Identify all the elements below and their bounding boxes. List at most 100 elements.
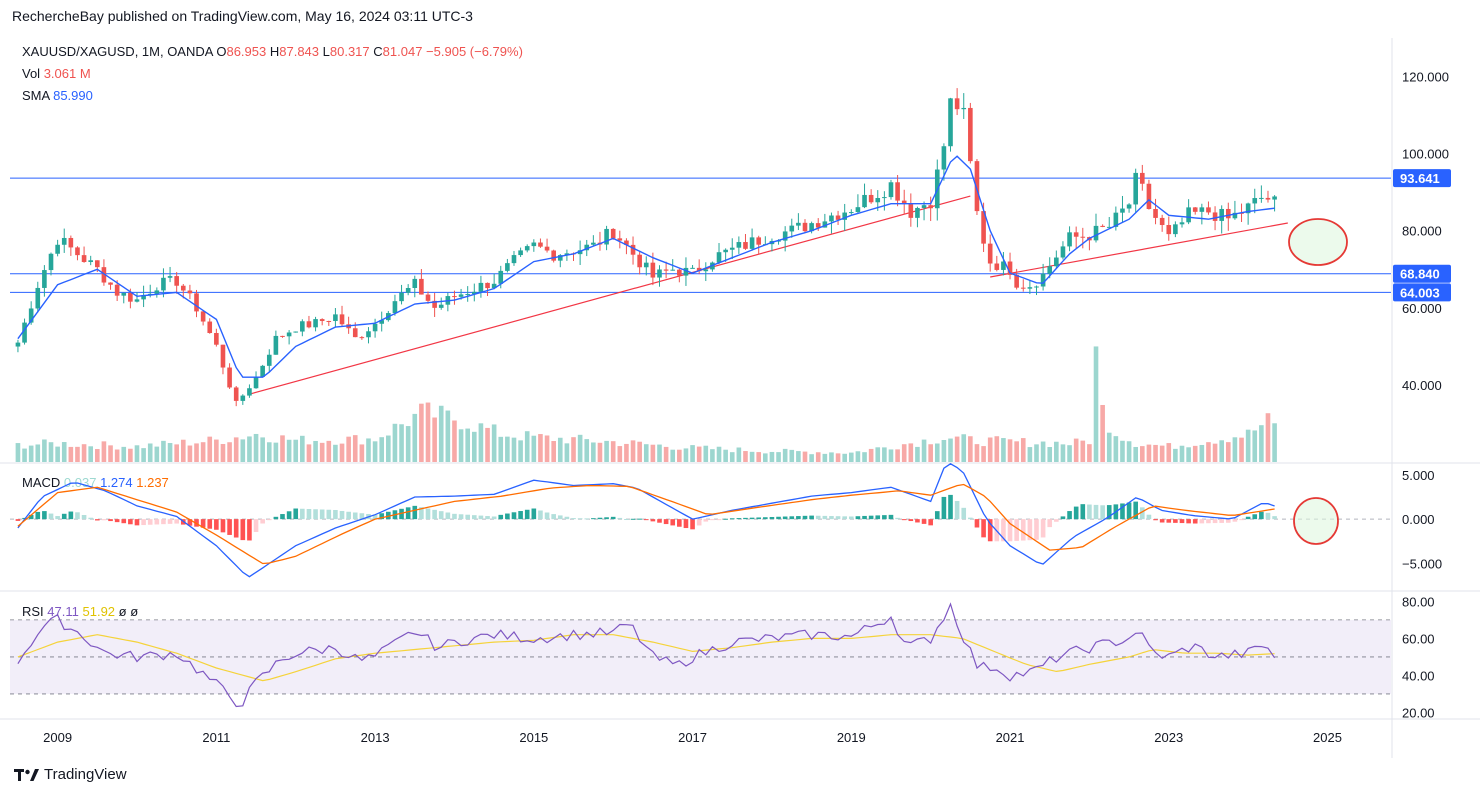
open-value: 86.953 xyxy=(226,44,267,59)
candle xyxy=(1153,198,1158,225)
candle-body xyxy=(1060,246,1066,258)
candle-body xyxy=(392,301,398,314)
candle-body xyxy=(253,376,259,389)
volume-bar xyxy=(1265,413,1271,462)
candle-body xyxy=(48,253,54,271)
volume-bar xyxy=(386,435,391,462)
volume-bar xyxy=(425,402,431,462)
candle-body xyxy=(498,270,504,284)
candle xyxy=(729,238,735,260)
candle-body xyxy=(35,287,41,309)
candle xyxy=(584,239,590,257)
tradingview-footer[interactable]: TradingView xyxy=(14,766,127,783)
macd-histogram-bar xyxy=(94,519,100,521)
volume-label[interactable]: Vol xyxy=(22,66,41,81)
candle-body xyxy=(207,321,213,334)
candle-body xyxy=(948,98,953,147)
candle-body xyxy=(280,335,285,337)
macd-histogram-bar xyxy=(154,519,160,525)
macd-histogram-bar xyxy=(61,513,67,520)
candle-body xyxy=(1007,261,1013,275)
macd-label[interactable]: MACD xyxy=(22,475,61,490)
volume-bar xyxy=(22,448,27,462)
candle xyxy=(227,363,232,389)
candle xyxy=(1054,250,1059,270)
candle xyxy=(399,284,404,305)
macd-histogram-bar xyxy=(1087,504,1092,520)
macd-histogram-bar xyxy=(147,519,153,525)
macd-histogram-bar xyxy=(465,514,470,520)
candle xyxy=(921,201,927,221)
volume-bar xyxy=(511,437,517,462)
macd-histogram-bar xyxy=(829,516,834,520)
rsi-value: 47.11 xyxy=(47,604,79,619)
volume-bar xyxy=(240,439,246,462)
volume-bar xyxy=(1040,441,1046,462)
volume-bar xyxy=(306,444,312,462)
volume-bar xyxy=(1073,438,1079,462)
macd-histogram-bar xyxy=(782,516,788,520)
candle xyxy=(147,284,153,298)
candle xyxy=(987,234,993,272)
volume-bar xyxy=(710,449,715,462)
volume-bar xyxy=(1080,440,1086,462)
sma-label[interactable]: SMA xyxy=(22,88,50,103)
rsi-pane xyxy=(10,602,1391,708)
candle xyxy=(1252,188,1258,214)
symbol-name[interactable]: XAUUSD/XAGUSD, 1M, OANDA xyxy=(22,44,213,59)
macd-histogram-bar xyxy=(227,519,232,535)
candle-body xyxy=(187,290,193,294)
volume-bar xyxy=(174,444,179,462)
candle xyxy=(577,240,583,265)
candle-body xyxy=(531,242,537,247)
rsi-label[interactable]: RSI xyxy=(22,604,44,619)
macd-histogram-bar xyxy=(260,519,265,524)
candle-body xyxy=(293,331,299,333)
candle xyxy=(1093,213,1099,243)
candle xyxy=(471,283,477,302)
time-axis-tick: 2019 xyxy=(837,730,866,745)
macd-histogram-bar xyxy=(1073,506,1079,520)
candle xyxy=(749,228,755,251)
price-axis-tick: 60.000 xyxy=(1402,301,1442,316)
volume-bar xyxy=(1232,437,1238,462)
macd-histogram-bar xyxy=(1040,519,1046,538)
candle xyxy=(247,384,252,398)
candle xyxy=(240,394,246,405)
macd-histogram-bar xyxy=(703,519,709,522)
volume-bar xyxy=(1126,441,1132,462)
macd-histogram-bar xyxy=(1034,519,1039,540)
candle xyxy=(650,252,656,286)
volume-bar xyxy=(1199,444,1205,462)
volume-bar xyxy=(194,443,199,462)
candle xyxy=(313,316,318,332)
candle-body xyxy=(399,292,404,302)
macd-histogram-bar xyxy=(326,509,332,520)
time-axis-tick: 2021 xyxy=(996,730,1025,745)
candle xyxy=(419,269,424,295)
candle xyxy=(1080,227,1086,249)
candle-body xyxy=(260,365,265,377)
macd-histogram-bar xyxy=(1106,505,1112,520)
volume-bar xyxy=(815,452,821,462)
candle-body xyxy=(577,250,583,255)
volume-bar xyxy=(1087,444,1092,462)
volume-bar xyxy=(200,442,206,462)
volume-bar xyxy=(769,451,775,462)
volume-bar xyxy=(1153,444,1158,462)
candle xyxy=(855,194,861,214)
candle xyxy=(452,290,457,305)
volume-bar xyxy=(326,440,332,462)
candle xyxy=(121,292,127,304)
macd-histogram-bar xyxy=(412,505,418,520)
macd-histogram-bar xyxy=(432,509,437,520)
volume-bar xyxy=(214,439,219,462)
volume-bar xyxy=(286,439,292,462)
candle xyxy=(895,174,900,207)
candle xyxy=(1126,203,1132,213)
candle xyxy=(591,235,596,247)
candle-body xyxy=(511,255,517,264)
candle xyxy=(372,318,378,338)
volume-bar xyxy=(994,436,1000,462)
